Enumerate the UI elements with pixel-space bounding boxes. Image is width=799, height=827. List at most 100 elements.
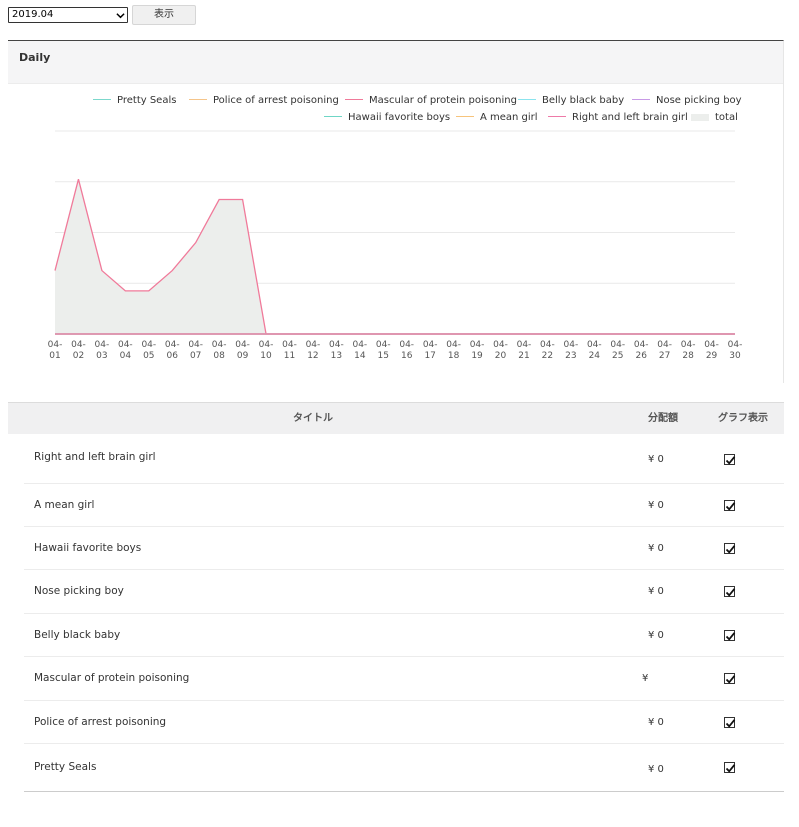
column-header-graph: グラフ表示 [718, 413, 768, 424]
x-tick-label: 04-29 [704, 340, 719, 361]
legend-swatch [189, 98, 207, 100]
x-tick-label: 04-13 [329, 340, 344, 361]
row-title: Belly black baby [34, 629, 121, 641]
check-icon [725, 675, 736, 684]
row-title: Hawaii favorite boys [34, 542, 142, 554]
x-tick-label: 04-10 [259, 340, 274, 361]
x-tick-label: 04-26 [634, 340, 649, 361]
column-header-title: タイトル [293, 413, 333, 424]
graph-toggle-checkbox[interactable] [724, 454, 736, 465]
legend-label: Belly black baby [542, 95, 625, 106]
legend-item[interactable]: Police of arrest poisoning [189, 95, 339, 107]
legend-swatch [632, 98, 650, 100]
graph-toggle-checkbox[interactable] [724, 500, 736, 511]
legend-label: total [715, 112, 738, 123]
row-title: Police of arrest poisoning [34, 716, 167, 728]
legend-item[interactable]: Nose picking boy [632, 95, 742, 107]
x-tick-label: 04-28 [681, 340, 696, 361]
chevron-down-icon [116, 13, 125, 19]
x-tick-label: 04-17 [423, 340, 438, 361]
row-amount: ¥ 0 [648, 764, 664, 775]
x-tick-label: 04-15 [376, 340, 391, 361]
x-tick-label: 04-05 [141, 340, 156, 361]
x-tick-label: 04-22 [540, 340, 555, 361]
column-header-amount: 分配額 [648, 413, 678, 424]
graph-toggle-checkbox[interactable] [724, 586, 736, 597]
graph-toggle-checkbox[interactable] [724, 717, 736, 728]
table-header: タイトル 分配額 グラフ表示 [8, 402, 784, 434]
chart-legend: Pretty Seals Police of arrest poisoning Ma… [8, 94, 784, 126]
check-icon [725, 456, 736, 465]
legend-item[interactable]: Hawaii favorite boys [324, 112, 450, 124]
legend-swatch [691, 113, 709, 121]
graph-toggle-checkbox[interactable] [724, 673, 736, 684]
graph-toggle-checkbox[interactable] [724, 762, 736, 773]
x-tick-label: 04-30 [728, 340, 743, 361]
check-icon [725, 632, 736, 641]
legend-swatch [345, 98, 363, 100]
legend-label: Police of arrest poisoning [213, 95, 339, 106]
legend-item[interactable]: Mascular of protein poisoning [345, 95, 517, 107]
check-icon [725, 545, 736, 554]
x-tick-label: 04-09 [235, 340, 250, 361]
legend-swatch [456, 115, 474, 117]
check-icon [725, 719, 736, 728]
x-tick-label: 04-18 [446, 340, 461, 361]
x-tick-label: 04-14 [352, 340, 367, 361]
month-select[interactable]: 2019.04 [8, 7, 128, 23]
row-amount: ¥ 0 [648, 454, 664, 465]
x-tick-label: 04-08 [212, 340, 227, 361]
table-row: Belly black baby ¥ 0 [24, 614, 784, 657]
x-tick-label: 04-16 [399, 340, 414, 361]
row-title: Pretty Seals [34, 761, 97, 773]
legend-swatch [93, 98, 111, 100]
legend-label: Right and left brain girl [572, 112, 688, 123]
legend-swatch [548, 115, 566, 117]
x-tick-label: 04-11 [282, 340, 297, 361]
legend-label: Mascular of protein poisoning [369, 95, 517, 106]
legend-label: A mean girl [480, 112, 538, 123]
table-row: A mean girl ¥ 0 [24, 484, 784, 527]
legend-item[interactable]: A mean girl [456, 112, 538, 124]
row-title: Right and left brain girl [34, 451, 156, 463]
x-tick-label: 04-07 [188, 340, 203, 361]
legend-swatch [518, 98, 536, 100]
show-button[interactable]: 表示 [132, 5, 196, 25]
graph-toggle-checkbox[interactable] [724, 630, 736, 641]
legend-item[interactable]: Right and left brain girl [548, 112, 688, 124]
row-title: A mean girl [34, 499, 95, 511]
table-row: Right and left brain girl ¥ 0 [24, 435, 784, 484]
x-tick-label: 04-20 [493, 340, 508, 361]
legend-item[interactable]: Belly black baby [518, 95, 624, 107]
panel-title: Daily [8, 41, 783, 84]
x-tick-label: 04-03 [95, 340, 110, 361]
check-icon [725, 502, 736, 511]
row-title: Nose picking boy [34, 585, 124, 597]
row-title: Mascular of protein poisoning [34, 672, 190, 684]
table-row: Pretty Seals ¥ 0 [24, 744, 784, 792]
check-icon [725, 764, 736, 773]
x-tick-label: 04-25 [610, 340, 625, 361]
row-amount: ¥ 0 [648, 717, 664, 728]
x-tick-label: 04-02 [71, 340, 86, 361]
x-tick-label: 04-04 [118, 340, 133, 361]
x-tick-label: 04-21 [517, 340, 532, 361]
x-tick-label: 04-06 [165, 340, 180, 361]
legend-label: Pretty Seals [117, 95, 177, 106]
title-table: タイトル 分配額 グラフ表示 Right and left brain girl… [8, 402, 784, 792]
graph-toggle-checkbox[interactable] [724, 543, 736, 554]
row-amount: ¥ [642, 673, 649, 684]
x-tick-label: 04-01 [48, 340, 63, 361]
row-amount: ¥ 0 [648, 543, 664, 554]
legend-label: Nose picking boy [656, 95, 742, 106]
x-tick-label: 04-23 [564, 340, 579, 361]
legend-swatch [324, 115, 342, 117]
row-amount: ¥ 0 [648, 586, 664, 597]
table-row: Nose picking boy ¥ 0 [24, 570, 784, 614]
check-icon [725, 588, 736, 597]
row-amount: ¥ 0 [648, 500, 664, 511]
series-area-total [55, 179, 735, 334]
legend-item[interactable]: total [691, 112, 738, 124]
x-tick-label: 04-19 [470, 340, 485, 361]
legend-item[interactable]: Pretty Seals [93, 95, 176, 107]
